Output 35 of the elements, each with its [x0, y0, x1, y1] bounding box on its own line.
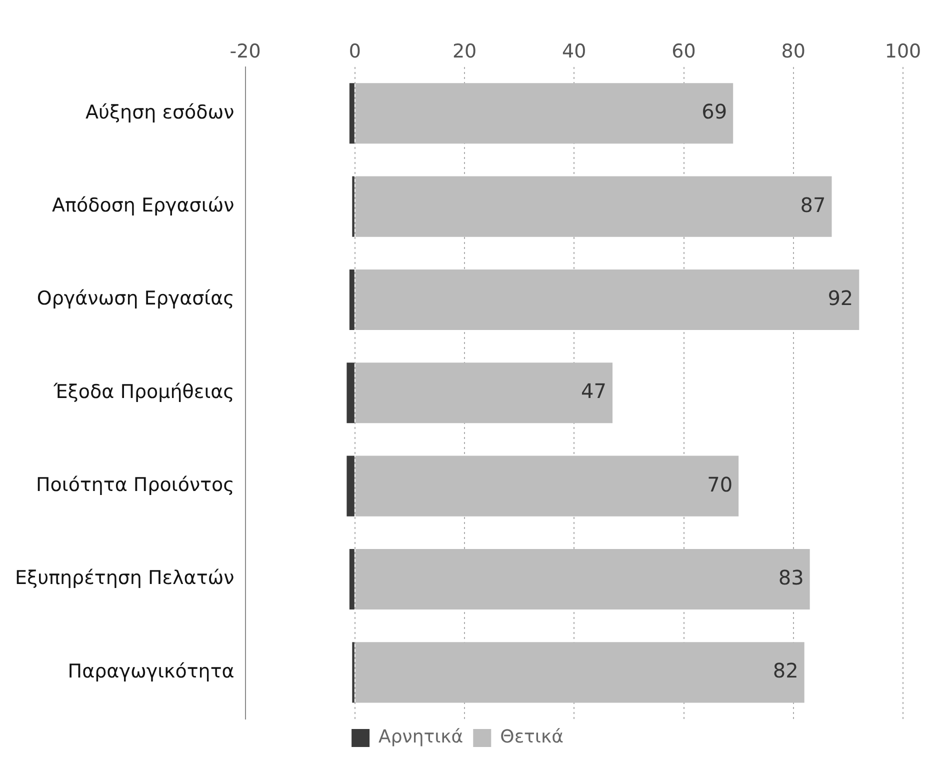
bar	[355, 83, 734, 144]
bar	[355, 269, 860, 330]
x-tick-label: 40	[562, 40, 586, 62]
y-tick-label: Έξοδα Προμήθειας	[52, 380, 234, 403]
bar	[346, 456, 354, 516]
bar	[355, 176, 832, 237]
bar	[349, 269, 354, 330]
data-label: 47	[581, 379, 607, 404]
data-label: 87	[800, 192, 826, 217]
bar	[349, 548, 354, 610]
x-tick-label: 60	[672, 40, 696, 62]
y-tick-label: Εξυπηρέτηση Πελατών	[14, 567, 234, 590]
x-tick-label: 100	[884, 40, 922, 62]
y-tick-label: Ποιότητα Προιόντος	[36, 474, 234, 496]
bar	[355, 548, 810, 610]
legend-label: Αρνητικά	[378, 726, 464, 748]
x-tick-label: 80	[781, 40, 806, 62]
x-tick-label: 20	[452, 40, 477, 62]
bar	[355, 642, 804, 703]
y-tick-label: Αύξηση εσόδων	[85, 101, 234, 124]
data-label: 82	[772, 658, 798, 683]
bar	[355, 456, 739, 516]
y-tick-label: Παραγωγικότητα	[68, 660, 234, 682]
data-label: 69	[702, 100, 728, 124]
data-label: 92	[828, 286, 854, 310]
bar	[349, 83, 354, 144]
data-label: 83	[778, 565, 804, 590]
y-tick-label: Οργάνωση Εργασίας	[36, 288, 234, 310]
x-tick-label: -20	[230, 40, 261, 62]
data-label: 70	[707, 472, 733, 496]
bar	[355, 362, 613, 424]
y-tick-label: Απόδοση Εργασιών	[52, 194, 234, 216]
legend-label: Θετικά	[500, 726, 564, 748]
bar	[346, 362, 354, 424]
x-tick-label: 0	[348, 40, 361, 62]
